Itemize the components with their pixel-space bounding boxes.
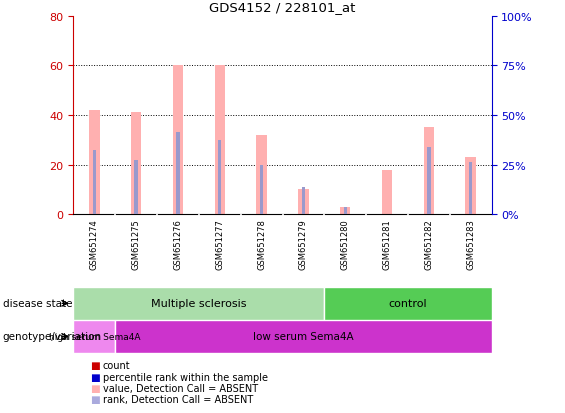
Text: GSM651279: GSM651279	[299, 218, 308, 269]
Bar	[173, 66, 183, 215]
Text: GSM651274: GSM651274	[90, 218, 99, 269]
Bar	[73, 320, 115, 353]
Text: disease state: disease state	[3, 299, 72, 309]
Text: ■: ■	[90, 394, 100, 404]
Text: low serum Sema4A: low serum Sema4A	[253, 332, 354, 342]
Title: GDS4152 / 228101_at: GDS4152 / 228101_at	[209, 1, 356, 14]
Bar	[257, 135, 267, 215]
Bar	[427, 148, 431, 215]
Bar	[218, 140, 221, 215]
Text: GSM651276: GSM651276	[173, 218, 182, 269]
Bar	[469, 163, 472, 215]
Text: genotype/variation: genotype/variation	[3, 332, 102, 342]
Bar	[466, 158, 476, 215]
Text: GSM651275: GSM651275	[132, 218, 141, 269]
Text: rank, Detection Call = ABSENT: rank, Detection Call = ABSENT	[103, 394, 253, 404]
Bar	[260, 165, 263, 215]
Text: high serum Sema4A: high serum Sema4A	[49, 332, 140, 341]
Bar	[302, 188, 305, 215]
Text: GSM651281: GSM651281	[383, 218, 392, 269]
Bar	[382, 170, 392, 215]
Text: ■: ■	[90, 372, 100, 382]
Bar	[131, 113, 141, 215]
Text: GSM651282: GSM651282	[424, 218, 433, 269]
Text: control: control	[389, 299, 427, 309]
Bar	[298, 190, 308, 215]
Text: GSM651277: GSM651277	[215, 218, 224, 269]
Bar	[324, 287, 492, 320]
Text: count: count	[103, 361, 131, 370]
Bar	[93, 150, 96, 215]
Bar	[134, 160, 138, 215]
Bar	[344, 207, 347, 215]
Text: ■: ■	[90, 383, 100, 393]
Text: GSM651280: GSM651280	[341, 218, 350, 269]
Bar	[424, 128, 434, 215]
Bar	[73, 287, 324, 320]
Bar	[89, 111, 99, 215]
Bar	[215, 66, 225, 215]
Bar	[176, 133, 180, 215]
Text: value, Detection Call = ABSENT: value, Detection Call = ABSENT	[103, 383, 258, 393]
Text: Multiple sclerosis: Multiple sclerosis	[151, 299, 247, 309]
Text: ■: ■	[90, 361, 100, 370]
Text: percentile rank within the sample: percentile rank within the sample	[103, 372, 268, 382]
Bar	[340, 207, 350, 215]
Text: GSM651283: GSM651283	[466, 218, 475, 269]
Text: GSM651278: GSM651278	[257, 218, 266, 269]
